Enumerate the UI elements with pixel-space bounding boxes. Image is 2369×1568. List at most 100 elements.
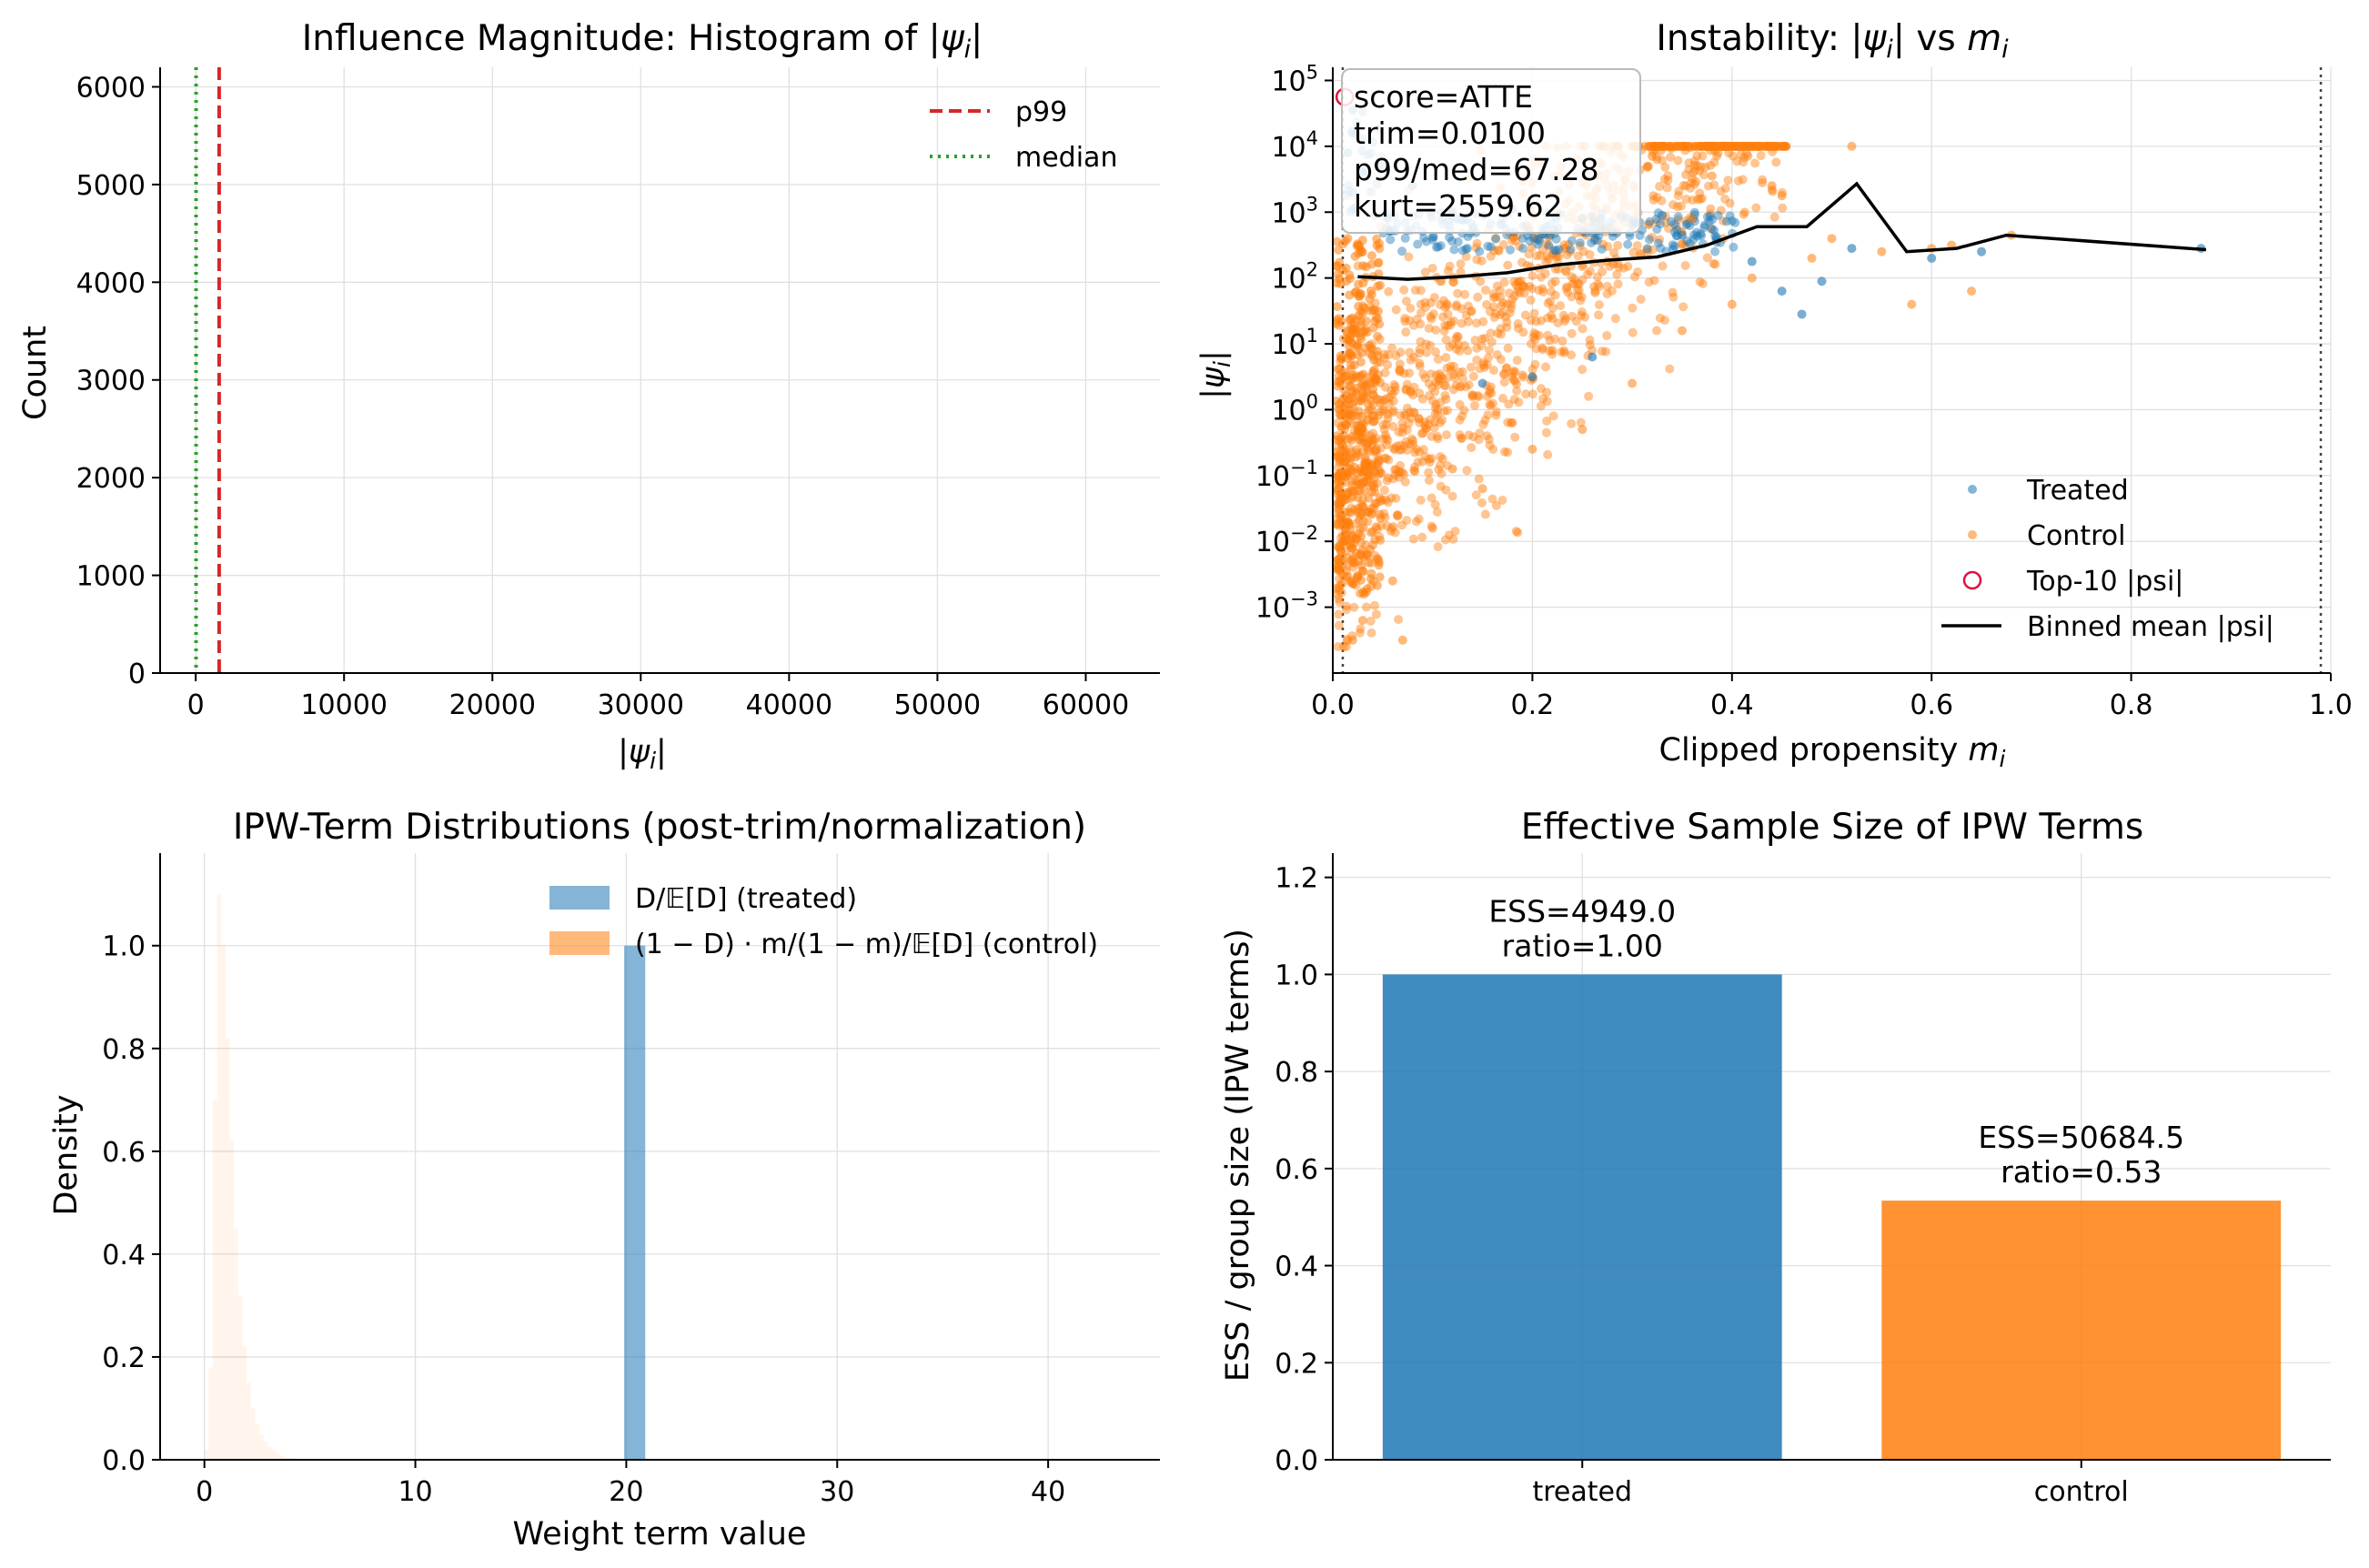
- control-point: [1716, 206, 1726, 216]
- control-point: [1390, 445, 1400, 455]
- control-point: [1424, 454, 1434, 464]
- control-point: [1395, 367, 1405, 377]
- control-point: [1349, 327, 1359, 337]
- control-point: [1353, 427, 1363, 437]
- control-point: [1408, 320, 1418, 330]
- control-point: [1416, 337, 1426, 347]
- control-point: [1367, 487, 1377, 497]
- control-point: [1384, 398, 1394, 408]
- control-point: [1527, 365, 1537, 375]
- control-point: [1334, 594, 1344, 604]
- control-point: [1374, 257, 1384, 267]
- control-point: [1717, 141, 1727, 151]
- control-point: [1399, 285, 1409, 295]
- control-point: [1652, 326, 1662, 336]
- control-point: [1705, 209, 1715, 219]
- control-point: [1468, 390, 1478, 400]
- control-point: [1459, 406, 1469, 416]
- treated-point: [1697, 231, 1707, 241]
- control-point: [1696, 141, 1706, 151]
- control-point: [1498, 297, 1508, 307]
- control-point: [1642, 245, 1652, 255]
- control-point: [1438, 312, 1448, 322]
- control-point: [1531, 234, 1541, 244]
- control-point: [1585, 335, 1595, 345]
- control-point: [1680, 181, 1690, 191]
- control-point: [1677, 201, 1687, 211]
- control-point: [1496, 355, 1506, 365]
- control-point: [1508, 375, 1518, 385]
- control-point: [1515, 287, 1525, 297]
- control-point: [1577, 292, 1587, 302]
- control-point: [1381, 453, 1391, 463]
- control-point: [1514, 397, 1524, 407]
- control-point: [1425, 457, 1435, 467]
- control-point: [1334, 554, 1344, 564]
- control-point: [1449, 369, 1459, 379]
- control-point: [1648, 191, 1658, 201]
- control-point: [1400, 477, 1410, 487]
- control-point: [1662, 183, 1672, 193]
- control-point: [1548, 411, 1558, 421]
- control-point: [1455, 346, 1465, 356]
- control-point: [1485, 387, 1495, 397]
- control-point: [1758, 178, 1768, 188]
- control-point: [1643, 247, 1653, 257]
- control-point: [1531, 344, 1541, 354]
- control-point: [1347, 635, 1357, 645]
- control-point: [1731, 141, 1741, 151]
- control-point: [1487, 494, 1497, 504]
- control-point: [1758, 175, 1768, 185]
- control-point: [1520, 310, 1530, 320]
- chart-title: Effective Sample Size of IPW Terms: [1521, 807, 2143, 848]
- control-point: [1396, 347, 1406, 357]
- control-point: [1433, 379, 1443, 389]
- treated-point: [1702, 212, 1712, 222]
- control-point: [1709, 157, 1719, 167]
- control-point: [1429, 293, 1439, 303]
- control-bar: [234, 1228, 238, 1460]
- control-point: [1734, 141, 1744, 151]
- y-tick-label: 0.8: [102, 1034, 146, 1066]
- control-point: [1556, 301, 1566, 311]
- control-point: [1416, 307, 1426, 317]
- control-point: [1450, 527, 1460, 537]
- control-point: [1414, 413, 1424, 423]
- control-point: [1395, 440, 1405, 450]
- control-point: [1426, 454, 1437, 464]
- control-point: [1402, 445, 1412, 455]
- control-point: [1754, 141, 1764, 151]
- control-point: [1698, 141, 1708, 151]
- control-point: [1733, 141, 1743, 151]
- control-point: [1424, 476, 1434, 486]
- control-point: [1386, 523, 1396, 533]
- control-point: [1724, 141, 1734, 151]
- control-point: [1482, 391, 1492, 401]
- control-point: [1678, 141, 1689, 151]
- control-point: [1395, 365, 1405, 375]
- control-point: [1395, 366, 1405, 376]
- control-point: [1750, 158, 1760, 168]
- control-point: [1415, 358, 1425, 368]
- control-point: [1486, 328, 1496, 338]
- control-point: [1705, 141, 1715, 151]
- control-point: [1565, 246, 1575, 256]
- control-point: [1406, 304, 1416, 314]
- control-point: [1386, 493, 1396, 503]
- control-point: [1536, 384, 1546, 394]
- control-point: [1765, 141, 1775, 151]
- control-point: [1477, 498, 1487, 508]
- control-point: [1482, 431, 1492, 441]
- control-point: [1485, 385, 1495, 395]
- treated-point: [1518, 244, 1528, 254]
- control-point: [1594, 310, 1604, 320]
- control-point: [1598, 266, 1608, 276]
- control-point: [1379, 425, 1389, 435]
- control-point: [1678, 141, 1689, 151]
- control-point: [1478, 317, 1488, 327]
- control-point: [1477, 484, 1487, 494]
- control-point: [1720, 194, 1730, 204]
- control-point: [1437, 454, 1447, 464]
- control-point: [1730, 141, 1740, 151]
- control-point: [1678, 239, 1688, 249]
